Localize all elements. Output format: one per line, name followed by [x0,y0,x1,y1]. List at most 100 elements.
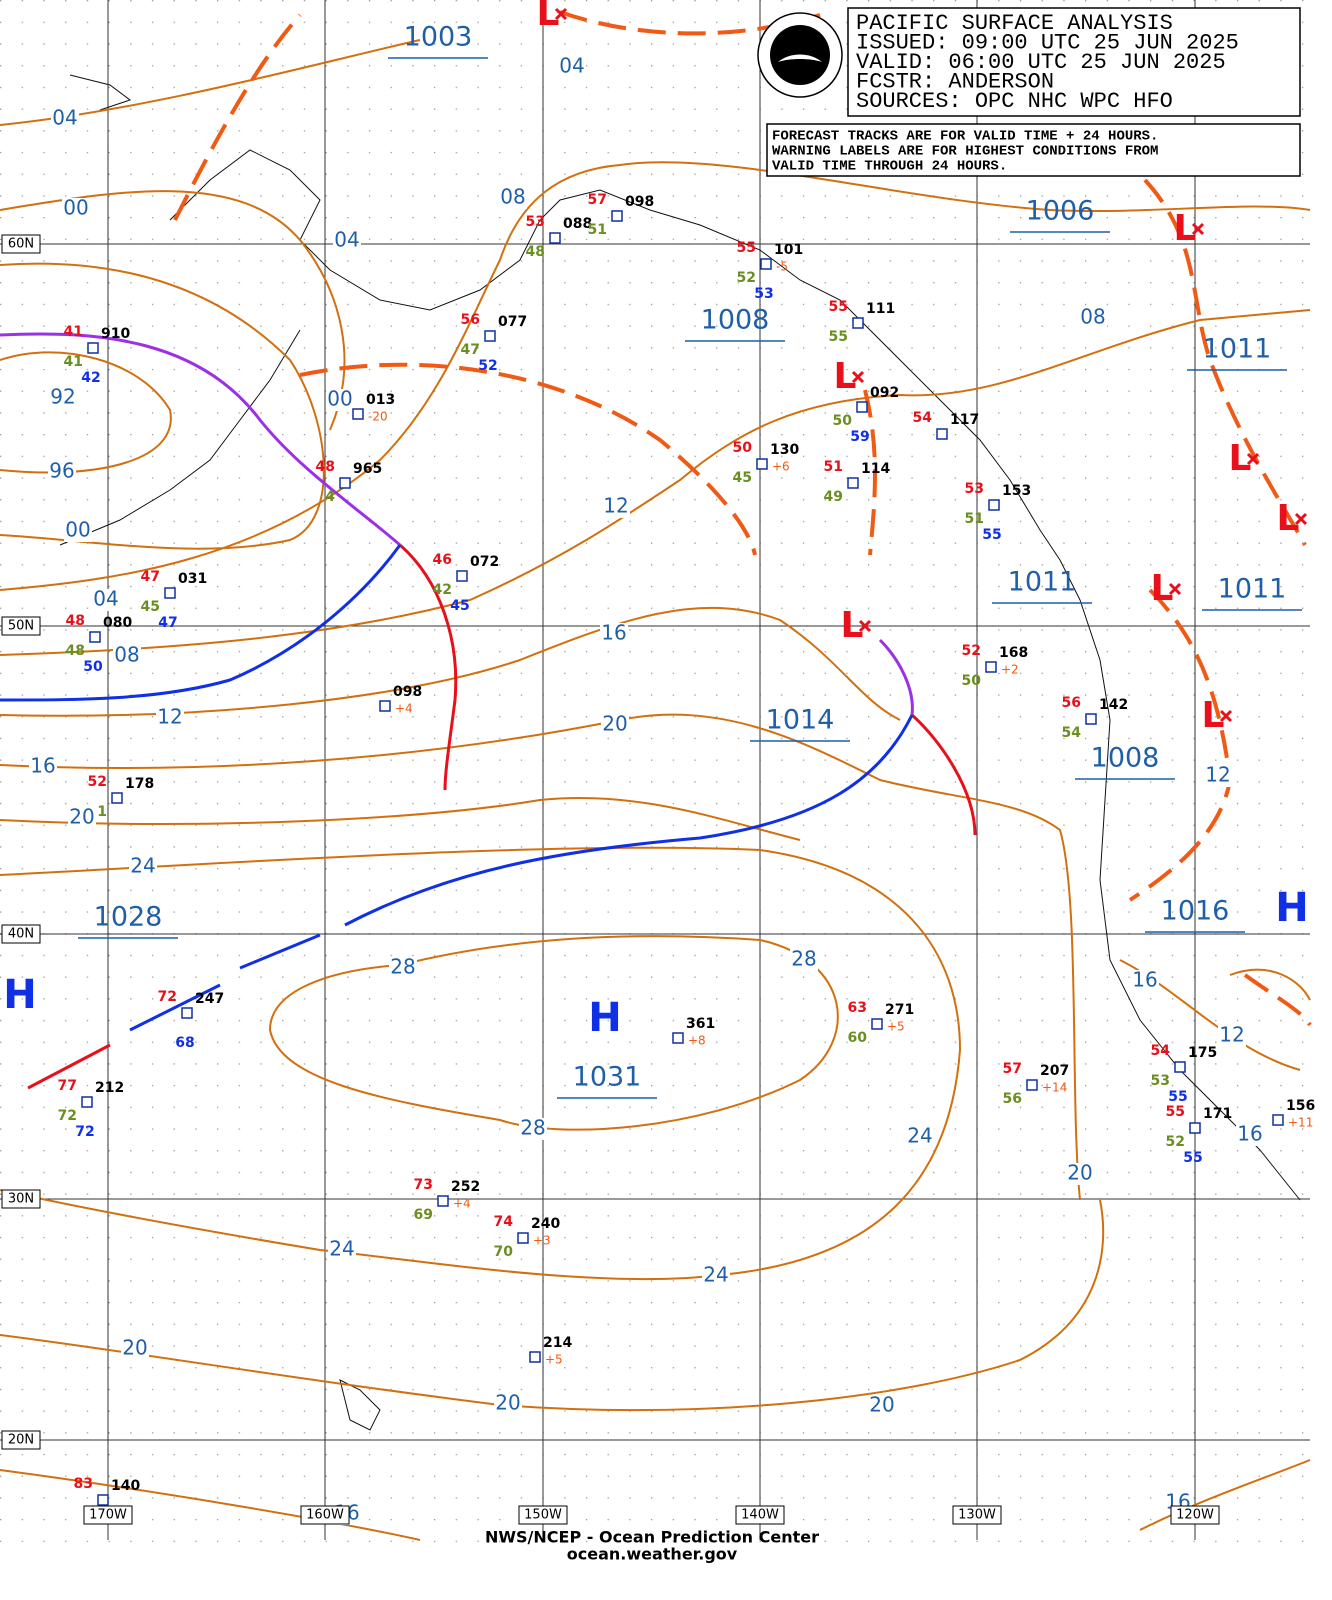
station-dewpoint: 1 [97,804,107,820]
station-dewpoint: 47 [461,342,480,358]
isobar-label-bg [156,707,184,729]
station-tendency: +14 [1042,1081,1067,1095]
station-pressure: 142 [1099,697,1128,713]
station-air-temp: 73 [414,1177,433,1193]
station-marker [988,499,1000,511]
station-air-temp: 57 [588,192,607,208]
isobar-label: 24 [907,1124,932,1148]
station-marker [1189,1122,1201,1134]
station-marker [847,477,859,489]
center-pressure: 1014 [766,705,835,736]
station-marker [611,210,623,222]
station-marker [1085,713,1097,725]
station-sea-temp: 50 [83,659,103,675]
longitude-label-bg [518,1505,568,1525]
header-line: FCSTR: ANDERSON [856,69,1054,94]
longitude-label: 130W [958,1508,996,1523]
low-marker [1168,582,1182,596]
isobar-label-bg [499,187,527,209]
station-marker [760,258,772,270]
station-air-temp: 63 [848,1000,867,1016]
isobar-label: 08 [114,643,139,667]
station-sea-temp: 68 [175,1035,194,1051]
header-line: PACIFIC SURFACE ANALYSIS [856,11,1173,36]
station-sea-temp: 55 [982,527,1001,543]
station-pressure: 111 [866,301,895,317]
station-dewpoint: 4 [325,489,335,505]
isobar-label-bg [92,589,120,611]
station-air-temp: 83 [74,1476,93,1492]
isobar-label-bg [868,1395,896,1417]
fronts [0,332,977,1090]
station-sea-temp: 52 [478,358,497,374]
longitude-label: 140W [741,1508,779,1523]
isobar-label-bg [494,1393,522,1415]
latitude-label: 20N [8,1433,34,1448]
note-line: VALID TIME THROUGH 24 HOURS. [772,159,1007,175]
station-pressure: 965 [353,461,382,477]
station-dewpoint: 41 [64,354,83,370]
isobar-label: 04 [334,228,359,252]
low-center: L [1174,208,1197,249]
latitude-label: 60N [8,237,34,252]
longitude-label-bg [83,1505,133,1525]
station-marker [81,1096,93,1108]
station-pressure: 072 [470,554,499,570]
station-pressure: 171 [1203,1106,1232,1122]
station-air-temp: 52 [962,643,981,659]
station-pressure: 114 [861,461,890,477]
station-marker [1174,1061,1186,1073]
isobar-label: 20 [1067,1161,1092,1185]
isobar-label-bg [328,1239,356,1261]
station-pressure: 240 [531,1216,560,1232]
low-marker [1246,452,1260,466]
station-pressure: 361 [686,1016,715,1032]
station-pressure: 088 [563,216,592,232]
station-pressure: 098 [393,684,422,700]
station-air-temp: 48 [66,613,85,629]
isobar-label: 96 [49,459,74,483]
station-air-temp: 54 [1151,1043,1171,1059]
station-air-temp: 55 [1166,1104,1185,1120]
isobar-label: 16 [1237,1122,1262,1146]
station-air-temp: 53 [526,214,545,230]
station-dewpoint: 51 [588,222,607,238]
longitude-label: 170W [89,1508,127,1523]
latitude-label-bg [1,1189,41,1209]
low-marker [1191,222,1205,236]
low-marker [554,7,568,21]
station-dewpoint: 54 [1062,725,1082,741]
station-dewpoint: 50 [833,413,853,429]
low-center: L [537,0,560,34]
high-center: H [588,995,621,1041]
station-marker [456,570,468,582]
station-sea-temp: 55 [1168,1089,1187,1105]
station-marker [181,1007,193,1019]
station-pressure: 156 [1286,1098,1315,1114]
isobar-label: 24 [329,1237,354,1261]
station-pressure: 092 [870,385,899,401]
isobar-label: 24 [130,854,155,878]
station-dewpoint: 72 [58,1108,77,1124]
isobar-label-bg [29,756,57,778]
note-line: FORECAST TRACKS ARE FOR VALID TIME + 24 … [772,129,1158,145]
station-pressure: 247 [195,991,224,1007]
station-pressure: 153 [1002,483,1031,499]
station-marker [111,792,123,804]
station-pressure: 013 [366,392,395,408]
isobar-label: 20 [122,1336,147,1360]
isobar-label-bg [389,957,417,979]
isobar-label-bg [1204,765,1232,787]
station-air-temp: 57 [1003,1061,1022,1077]
low-center: L [1277,498,1300,539]
station-marker [164,587,176,599]
isobar-label-bg [64,520,92,542]
isobar-label: 28 [520,1116,545,1140]
station-marker [97,1494,109,1506]
station-marker [985,661,997,673]
station-air-temp: 77 [58,1078,77,1094]
isobar-label-bg [602,496,630,518]
station-air-temp: 55 [737,240,756,256]
isobar-label-bg [906,1126,934,1148]
isobar-label: 92 [50,385,75,409]
